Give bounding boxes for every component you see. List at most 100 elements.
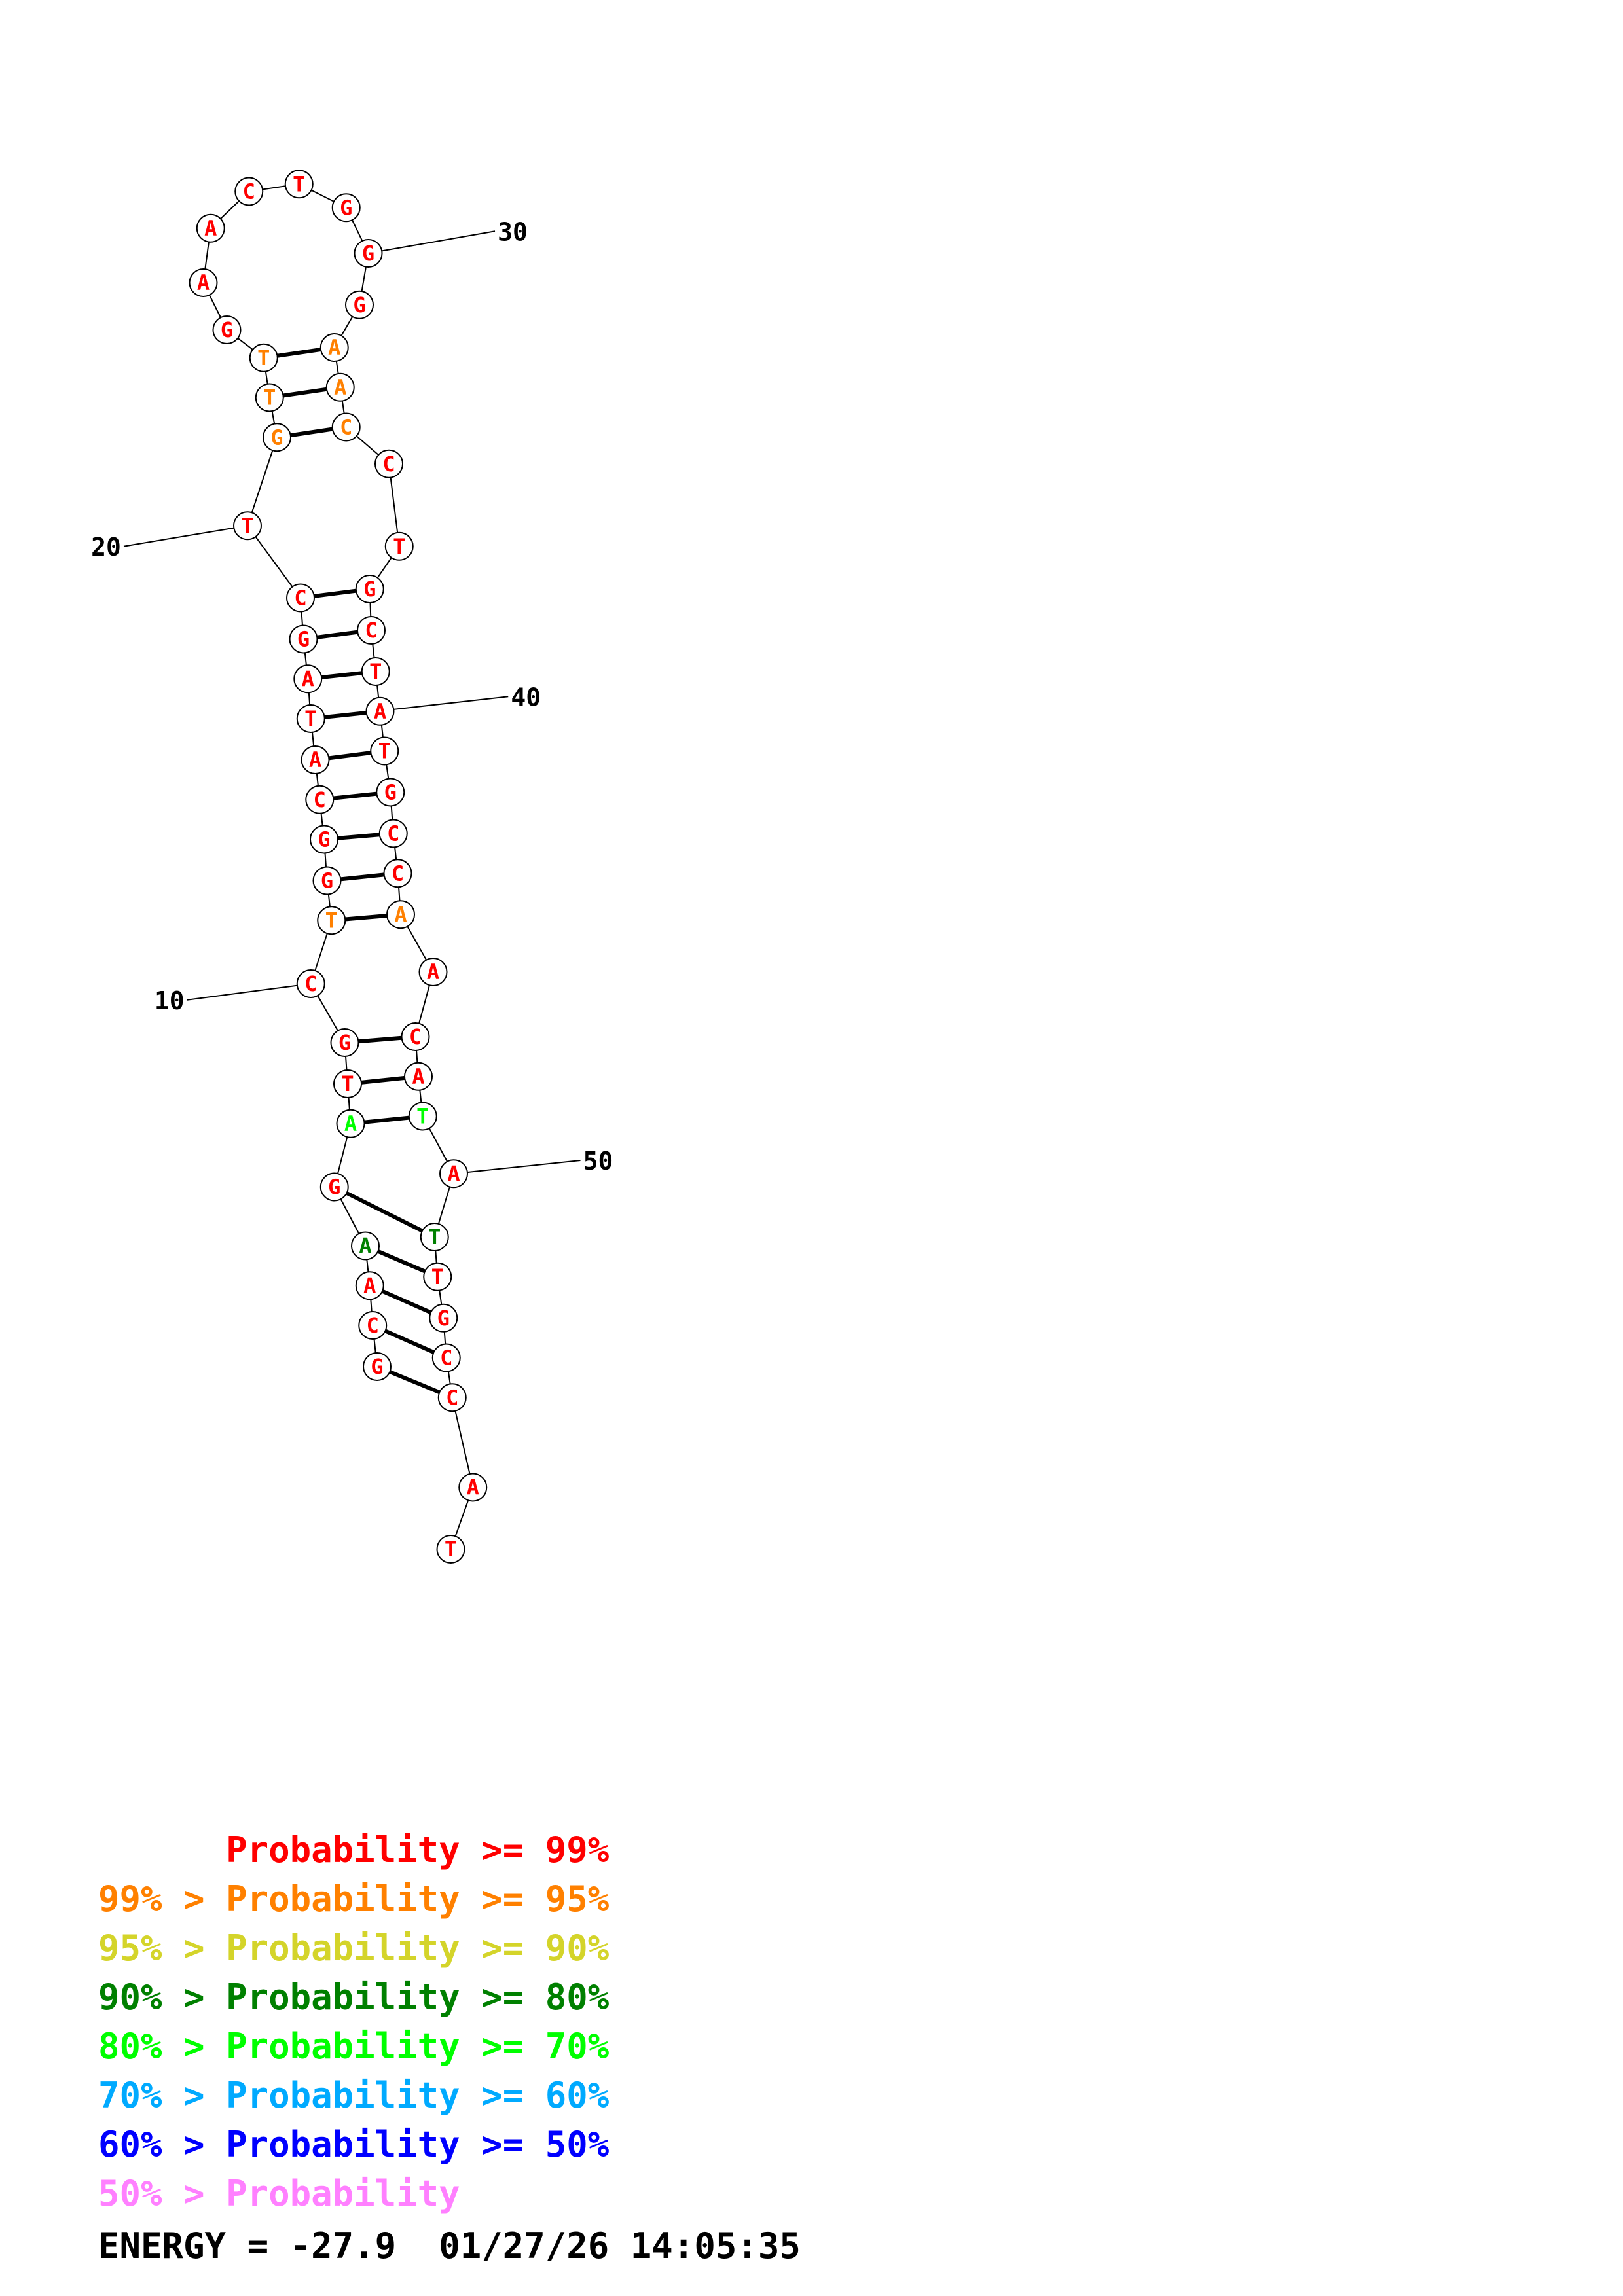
nucleotide-letter: G <box>318 827 330 852</box>
nucleotide-letter: T <box>304 706 317 731</box>
nucleotide-circle <box>189 268 218 297</box>
nucleotide: T <box>249 343 278 372</box>
nucleotide-circle <box>404 1062 433 1091</box>
backbone-segment <box>247 437 278 526</box>
nucleotide-circle <box>325 372 355 402</box>
legend-row: 60% > Probability >= 50% <box>98 2127 609 2162</box>
nucleotide-circle <box>301 745 330 774</box>
nucleotide-circle <box>431 1343 461 1372</box>
nucleotide: G <box>355 575 384 603</box>
nucleotide-letter: A <box>394 902 407 927</box>
nucleotide-circle <box>345 290 374 319</box>
nucleotide: C <box>401 1022 430 1051</box>
nucleotide-circle <box>437 1383 467 1412</box>
nucleotide: A <box>189 268 218 297</box>
nucleotide: A <box>336 1109 365 1138</box>
legend-row-label: Probability >= 60% <box>226 2075 610 2116</box>
nucleotide: C <box>431 1343 461 1372</box>
nucleotides: TACCGTTATACAACCGTATCGTCCAAGGGTCAAGTTGTCG… <box>189 170 488 1564</box>
nucleotide-letter: A <box>412 1064 424 1089</box>
nucleotide-letter: T <box>428 1225 441 1249</box>
nucleotide-letter: A <box>363 1273 376 1298</box>
nucleotide: A <box>404 1062 433 1091</box>
nucleotide-circle <box>357 616 386 645</box>
nucleotide-circle <box>317 906 346 935</box>
nucleotide-letter: C <box>387 821 399 846</box>
legend-row-label: Probability >= 95% <box>226 1878 610 1920</box>
nucleotide-circle <box>363 1352 392 1381</box>
nucleotide-circle <box>358 1311 388 1340</box>
position-ticks: 10 20 30 40 50 <box>91 217 613 1175</box>
position-tick-line <box>123 525 248 547</box>
legend-row-label: Probability >= 90% <box>226 1928 610 1969</box>
legend-row-label: Probability >= 99% <box>226 1829 610 1871</box>
nucleotide-letter: G <box>362 241 374 266</box>
nucleotide: T <box>255 383 284 412</box>
nucleotide: A <box>365 696 395 726</box>
nucleotide: T <box>370 736 399 766</box>
backbone-segment <box>451 1397 474 1488</box>
position-tick-line <box>368 230 496 254</box>
nucleotide-letter: G <box>384 780 397 805</box>
nucleotide: G <box>345 290 374 319</box>
nucleotide-letter: G <box>297 627 310 652</box>
legend-row: 90% > Probability >= 80% <box>98 1980 609 2015</box>
nucleotide-circle <box>333 1069 362 1098</box>
nucleotide-letter: A <box>427 960 439 984</box>
energy-label: ENERGY = <box>98 2225 290 2267</box>
nucleotide-circle <box>374 449 403 478</box>
nucleotide-letter: A <box>359 1234 371 1259</box>
nucleotide-circle <box>436 1535 465 1564</box>
nucleotide-letter: T <box>293 171 305 196</box>
nucleotide: A <box>293 664 323 694</box>
nucleotide-letter: C <box>365 618 377 643</box>
nucleotide: A <box>351 1231 380 1261</box>
nucleotide-letter: A <box>309 747 321 772</box>
nucleotide: G <box>319 1172 349 1202</box>
nucleotide: G <box>363 1352 392 1381</box>
position-label: 10 <box>155 986 185 1015</box>
nucleotide-letter: T <box>445 1537 457 1562</box>
legend-row-label: Probability >= 80% <box>226 1977 610 2018</box>
nucleotide-letter: T <box>378 739 391 764</box>
nucleotide: T <box>317 906 346 935</box>
nucleotide-circle <box>429 1303 458 1333</box>
nucleotide: G <box>312 866 342 895</box>
nucleotide-letter: A <box>197 270 210 295</box>
nucleotide-circle <box>233 511 262 541</box>
nucleotide: G <box>376 778 405 807</box>
nucleotide-letter: G <box>270 425 283 450</box>
nucleotide: G <box>330 1028 359 1057</box>
nucleotide-circle <box>351 1231 380 1261</box>
nucleotide-circle <box>196 213 225 243</box>
nucleotide-circle <box>286 583 315 613</box>
position-tick-line <box>187 983 311 1001</box>
nucleotide: G <box>263 423 291 452</box>
nucleotide: A <box>301 745 330 774</box>
nucleotide: C <box>234 177 264 206</box>
legend-row-prefix: 80% > <box>98 2026 227 2067</box>
nucleotide-circle <box>263 423 291 452</box>
nucleotide: C <box>374 449 403 478</box>
nucleotide-circle <box>376 778 405 807</box>
nucleotide-letter: C <box>340 415 352 440</box>
nucleotide-letter: G <box>221 317 233 342</box>
nucleotide: G <box>212 315 242 344</box>
nucleotide-circle <box>365 696 395 726</box>
nucleotide: A <box>458 1473 488 1502</box>
nucleotide: T <box>333 1069 362 1098</box>
nucleotide: A <box>386 900 415 929</box>
nucleotide-letter: A <box>328 335 340 360</box>
nucleotide-letter: C <box>304 971 317 996</box>
energy-spacer <box>396 2225 439 2267</box>
nucleotide: G <box>289 624 318 654</box>
nucleotide-circle <box>420 1223 449 1251</box>
nucleotide: T <box>284 170 314 199</box>
nucleotide-circle <box>423 1262 452 1291</box>
nucleotide-circle <box>383 859 412 888</box>
legend-row-prefix: 95% > <box>98 1928 227 1969</box>
nucleotide: A <box>325 372 355 402</box>
nucleotide: A <box>439 1159 468 1189</box>
nucleotide: T <box>233 511 262 541</box>
